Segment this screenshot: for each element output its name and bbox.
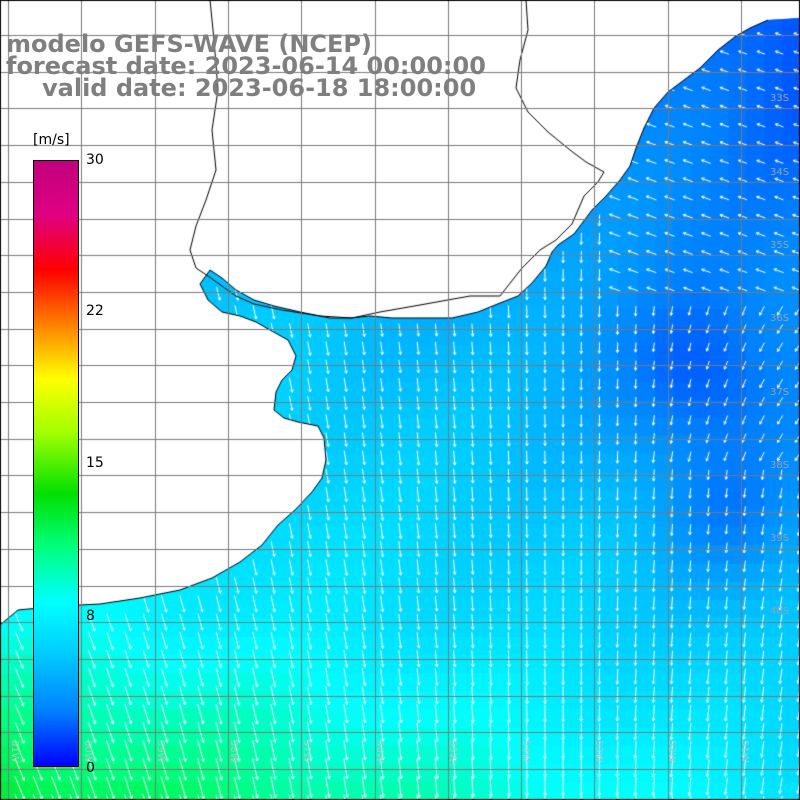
map-title-valid-date: valid date: 2023-06-18 18:00:00 — [42, 74, 477, 102]
lon-label-59w: 59W — [155, 740, 166, 763]
colorbar-tick-22: 22 — [86, 303, 104, 319]
colorbar-tick-30: 30 — [86, 152, 104, 168]
lon-label-52w: 52W — [666, 740, 677, 763]
colorbar — [33, 160, 79, 767]
map-title-forecast-date: forecast date: 2023-06-14 00:00:00 — [6, 52, 486, 80]
lon-label-55w: 55W — [447, 740, 458, 763]
lat-label-39s: 39S — [770, 533, 790, 544]
lon-label-56w: 56W — [374, 740, 385, 763]
colorbar-tick-0: 0 — [86, 760, 95, 776]
lat-label-40s: 40S — [770, 606, 790, 617]
lon-label-60w: 60W — [82, 740, 93, 763]
map-title-model: modelo GEFS-WAVE (NCEP) — [6, 30, 372, 58]
colorbar-unit-label: [m/s] — [33, 132, 70, 148]
lat-label-38s: 38S — [770, 460, 790, 471]
lat-label-34s: 34S — [770, 167, 790, 178]
lat-label-33s: 33S — [770, 93, 790, 104]
lat-label-35s: 35S — [770, 240, 790, 251]
lon-label-58w: 58W — [228, 740, 239, 763]
lat-label-37s: 37S — [770, 387, 790, 398]
lat-label-36s: 36S — [770, 313, 790, 324]
colorbar-tick-15: 15 — [86, 455, 104, 471]
lon-label-54w: 54W — [520, 740, 531, 763]
lon-label-53w: 53W — [593, 740, 604, 763]
colorbar-tick-8: 8 — [86, 608, 95, 624]
lon-label-57w: 57W — [301, 740, 312, 763]
lon-label-61w: 61W — [9, 740, 20, 763]
lon-label-51w: 51W — [739, 740, 750, 763]
